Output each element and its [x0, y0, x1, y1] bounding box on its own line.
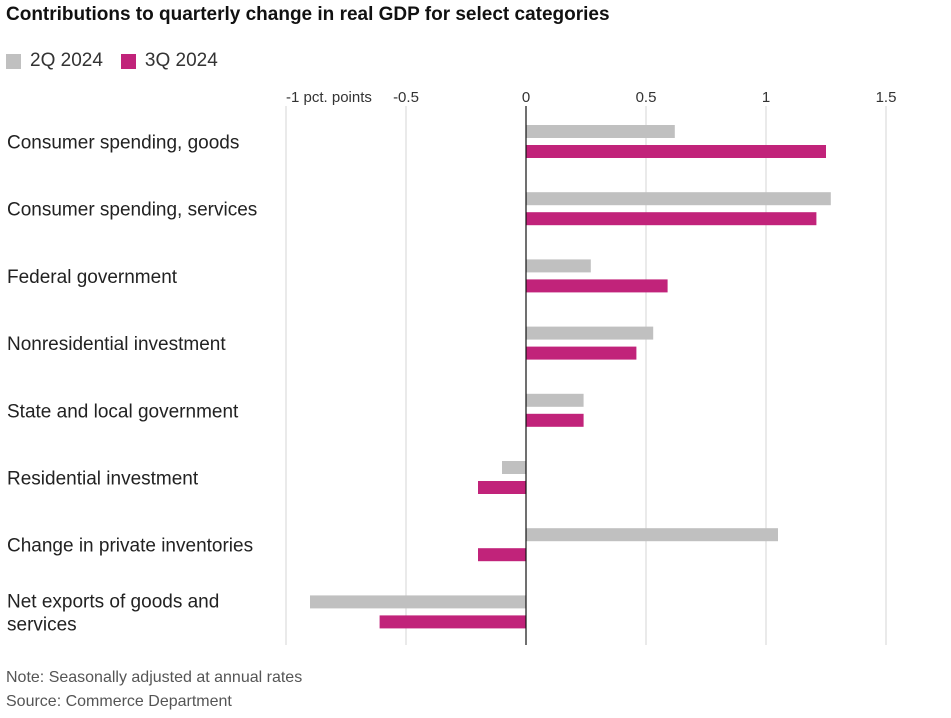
x-tick-label: -1 pct. points [286, 89, 372, 106]
category-label-line: services [7, 614, 77, 635]
bar [526, 346, 637, 360]
category-label: Residential investment [7, 469, 199, 490]
bar [526, 528, 778, 542]
bar [379, 615, 526, 629]
category-label-line: Federal government [7, 267, 178, 288]
bar [310, 595, 526, 609]
source-text: Source: Commerce Department [6, 693, 232, 710]
category-label: Consumer spending, services [7, 200, 257, 221]
x-tick-label: 0.5 [636, 89, 657, 106]
category-label: Consumer spending, goods [7, 133, 239, 154]
legend-swatch-2q-2024 [6, 53, 21, 69]
bar [526, 413, 584, 427]
bar [526, 145, 826, 158]
bar [478, 481, 526, 494]
category-label-line: Net exports of goods and [7, 591, 219, 612]
chart-title: Contributions to quarterly change in rea… [6, 4, 610, 25]
legend-swatch-3q-2024 [120, 53, 136, 69]
x-tick-label: 1 [762, 89, 770, 106]
category-label: State and local government [7, 401, 239, 422]
category-label-line: State and local government [7, 401, 239, 422]
bar [526, 212, 817, 226]
category-label-line: Residential investment [7, 469, 199, 490]
bar [526, 259, 591, 273]
bar [502, 461, 526, 474]
note-text: Note: Seasonally adjusted at annual rate… [6, 669, 303, 686]
category-label: Nonresidential investment [7, 334, 226, 355]
category-label: Change in private inventories [7, 536, 253, 557]
legend-item-2q-2024: 2Q 2024 [6, 50, 103, 72]
category-label: Federal government [7, 267, 178, 288]
legend-item-3q-2024: 3Q 2024 [120, 50, 218, 72]
x-tick-label: 0 [522, 89, 530, 106]
bar [526, 393, 584, 407]
legend-label-3q-2024: 3Q 2024 [144, 50, 218, 71]
bar [478, 548, 526, 562]
x-tick-label: 1.5 [876, 89, 897, 106]
x-tick-label: -0.5 [393, 89, 419, 106]
category-label-line: Consumer spending, services [7, 200, 257, 221]
category-label: Net exports of goods and services [7, 591, 219, 635]
legend-label-2q-2024: 2Q 2024 [30, 50, 103, 71]
legend: 2Q 2024 3Q 2024 [6, 50, 236, 72]
category-label-line: Nonresidential investment [7, 334, 226, 355]
bar [526, 326, 654, 340]
notes: Note: Seasonally adjusted at annual rate… [6, 666, 302, 714]
category-label-line: Consumer spending, goods [7, 133, 239, 154]
bar-chart: -1 pct. points -0.5 0 0.5 1 1.5 Consumer spend… [7, 89, 897, 645]
bar [526, 192, 831, 206]
category-label-line: Change in private inventories [7, 536, 253, 557]
bar [526, 279, 668, 293]
bar [526, 125, 675, 138]
